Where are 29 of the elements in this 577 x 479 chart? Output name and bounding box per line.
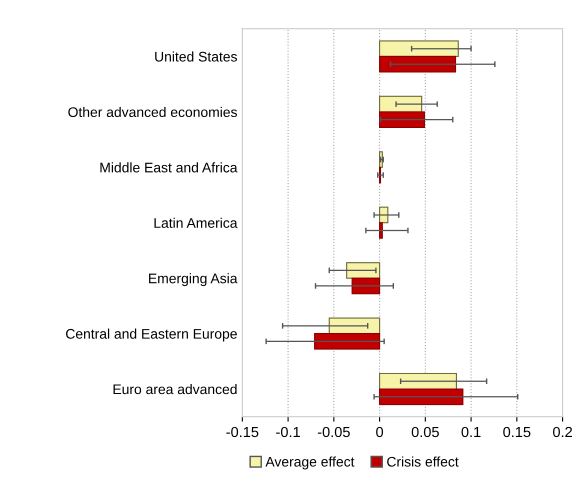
y-tick-label: Middle East and Africa	[100, 162, 238, 172]
bar	[379, 388, 464, 406]
bar	[379, 206, 388, 224]
y-tick-label: Emerging Asia	[149, 273, 238, 286]
legend-label: Crisis effect	[387, 456, 459, 467]
bar	[314, 333, 380, 350]
bar	[346, 262, 380, 279]
x-tick-label: -0.05	[318, 426, 350, 438]
bar	[379, 40, 459, 58]
bar	[379, 222, 383, 239]
x-tick-label: 0.05	[412, 426, 439, 438]
x-tick-label: 0.1	[462, 426, 481, 438]
bar	[379, 56, 456, 73]
y-tick-label: Latin America	[154, 218, 238, 228]
y-tick-label: Other advanced economies	[68, 106, 237, 118]
bar	[352, 278, 380, 294]
legend-label: Average effect	[265, 456, 354, 470]
x-tick-label: -0.1	[276, 426, 300, 438]
bar	[328, 318, 380, 334]
bar	[379, 372, 457, 390]
y-tick-label: Central and Eastern Europe	[66, 328, 237, 342]
x-tick-label: 0.15	[503, 426, 530, 438]
y-tick-label: Euro area advanced	[114, 384, 237, 394]
bar	[379, 111, 425, 128]
bar	[379, 96, 422, 112]
x-tick-label: 0.2	[553, 426, 572, 438]
x-tick-label: 0	[376, 426, 384, 438]
y-tick-label: United States	[155, 51, 237, 62]
x-tick-label: -0.15	[226, 426, 258, 438]
